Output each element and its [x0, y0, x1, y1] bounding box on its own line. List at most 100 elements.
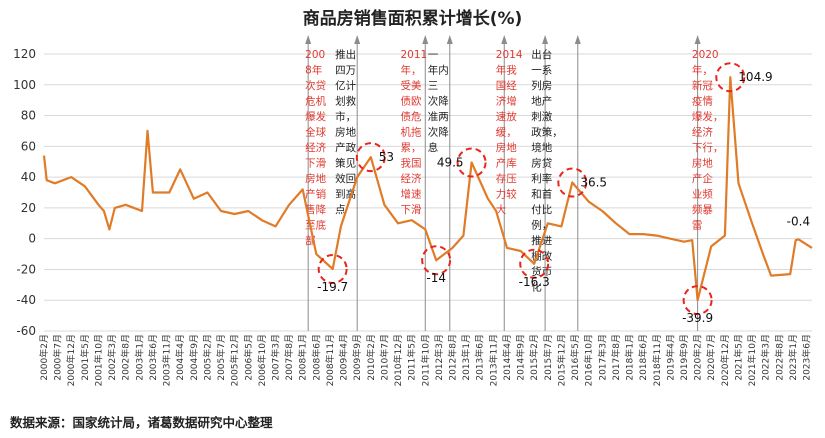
- annotation-line: 全球: [305, 126, 326, 139]
- annotation-line: 8年: [305, 64, 322, 77]
- x-tick-label: 2003年1月: [133, 334, 145, 381]
- annotation-line: 年，: [400, 64, 421, 77]
- x-tick-label: 2003年6月: [147, 334, 159, 381]
- chart-title: 商品房销售面积累计增长(%): [302, 9, 523, 29]
- y-tick-label: -60: [16, 324, 36, 338]
- event-arrow-head: [542, 35, 549, 44]
- highlight-circle: [519, 248, 550, 279]
- annotation-line: 债危: [400, 110, 421, 123]
- x-tick-label: 2020年12月: [719, 334, 731, 386]
- annotation-line: 缓，: [496, 126, 517, 139]
- event-arrow-head: [446, 35, 453, 44]
- x-tick-label: 2006年10月: [256, 334, 268, 386]
- annotation-line: 策见: [335, 157, 356, 170]
- annotation-line: 年我: [496, 64, 517, 77]
- annotation-line: 房地: [692, 157, 713, 170]
- x-tick-label: 2000年2月: [38, 334, 50, 381]
- annotation-line: 累，: [400, 142, 421, 154]
- annotation-line: 划救: [335, 95, 356, 108]
- annotation-line: 增速: [400, 188, 421, 201]
- annotation-line: 新冠: [692, 79, 713, 92]
- x-tick-label: 2007年3月: [269, 334, 281, 381]
- y-tick-label: 60: [21, 139, 36, 153]
- x-tick-label: 2019年9月: [678, 334, 690, 381]
- x-tick-label: 2018年1月: [624, 334, 636, 381]
- annotation-text: 推出四万亿计划救市，房地产政策见效回到高点: [335, 48, 356, 216]
- annotation-line: 三: [428, 80, 439, 92]
- annotation-line: 房地: [496, 141, 517, 154]
- x-tick-label: 2010年2月: [365, 334, 377, 381]
- annotation-line: 次降: [428, 95, 449, 108]
- annotation-line: 雷: [692, 220, 703, 232]
- x-tick-label: 2018年11月: [651, 334, 663, 386]
- annotation-line: 下滑: [305, 158, 326, 170]
- data-label: 53: [379, 150, 394, 164]
- x-tick-label: 2009年9月: [351, 334, 363, 381]
- annotation-line: 化: [531, 281, 542, 294]
- annotation-line: 和首: [531, 188, 552, 201]
- x-tick-label: 2011年5月: [406, 334, 418, 381]
- y-tick-label: 100: [13, 78, 36, 92]
- annotation-line: 准两: [428, 111, 449, 123]
- event-arrow-head: [354, 35, 361, 44]
- data-label: 36.5: [580, 175, 607, 189]
- annotation-line: 2011: [400, 49, 427, 61]
- annotation-line: 房地: [335, 126, 356, 139]
- annotation-line: 债欧: [400, 95, 421, 108]
- x-tick-label: 2005年7月: [215, 334, 227, 381]
- x-tick-label: 2000年7月: [52, 334, 64, 381]
- x-tick-label: 2022年8月: [773, 334, 785, 381]
- annotation-line: 产政: [335, 141, 356, 154]
- highlight-circle: [557, 167, 588, 198]
- annotation-line: 经济: [400, 172, 421, 185]
- event-arrow-head: [574, 35, 581, 44]
- annotation-line: 力较: [496, 188, 517, 201]
- x-tick-label: 2019年4月: [664, 334, 676, 381]
- annotation-line: 境地: [531, 141, 552, 154]
- x-tick-label: 2004年4月: [174, 334, 186, 381]
- x-tick-label: 2002年8月: [120, 334, 132, 381]
- annotation-line: 产企: [692, 172, 713, 185]
- x-tick-label: 2023年1月: [787, 334, 799, 381]
- annotation-line: 市，: [335, 110, 356, 123]
- highlight-circle: [456, 147, 487, 178]
- annotation-line: 次降: [428, 126, 449, 139]
- x-tick-label: 2006年5月: [242, 334, 254, 381]
- annotation-line: 2020: [692, 49, 719, 61]
- x-tick-label: 2005年12月: [229, 334, 241, 386]
- annotation-line: 下行，: [692, 141, 724, 154]
- annotation-line: 业频: [692, 188, 713, 201]
- x-tick-label: 2022年3月: [760, 334, 772, 381]
- x-tick-label: 2021年5月: [732, 334, 744, 381]
- x-tick-label: 2013年11月: [487, 334, 499, 386]
- y-tick-label: 120: [13, 47, 36, 61]
- annotation-line: 次贷: [305, 79, 326, 92]
- data-label: 49.5: [437, 155, 464, 169]
- y-tick-label: 0: [28, 232, 36, 246]
- y-tick-label: 20: [21, 201, 36, 215]
- event-arrow-head: [694, 35, 701, 44]
- series-line: [42, 76, 813, 302]
- highlight-circle: [682, 285, 713, 316]
- annotation-line: 一: [428, 49, 439, 61]
- x-tick-label: 2009年4月: [338, 334, 350, 381]
- event-arrow-head: [305, 35, 312, 44]
- x-tick-label: 2020年2月: [692, 334, 704, 381]
- x-tick-label: 2007年8月: [283, 334, 295, 381]
- annotation-line: 息: [428, 141, 439, 154]
- x-tick-label: 2020年7月: [705, 334, 717, 381]
- source-note: 数据来源：国家统计局，诸葛数据研究中心整理: [10, 415, 273, 430]
- x-tick-label: 2000年12月: [65, 334, 77, 386]
- annotation-line: 政策，: [531, 126, 563, 139]
- annotation-line: 速放: [496, 110, 517, 123]
- highlight-circle: [715, 62, 746, 93]
- annotation-text: 200 8年次贷危机爆发全球经济下滑房地产销售降至底部: [305, 49, 326, 247]
- annotation-line: 付比: [531, 203, 552, 216]
- annotation-line: 下滑: [400, 204, 421, 216]
- x-tick-label: 2005年2月: [201, 334, 213, 381]
- annotation-line: 点: [335, 204, 346, 216]
- x-tick-label: 2013年1月: [460, 334, 472, 381]
- x-tick-label: 2021年10月: [746, 334, 758, 386]
- annotation-line: 年内: [428, 64, 449, 77]
